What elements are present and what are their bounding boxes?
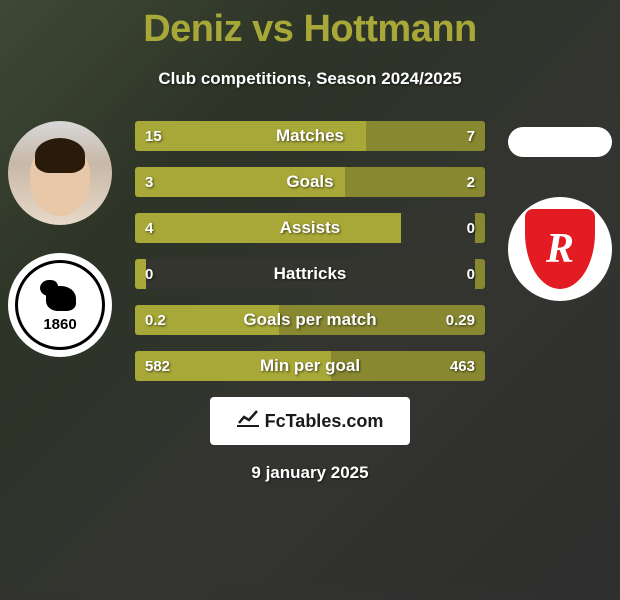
bar-right-value: 0 <box>467 213 475 243</box>
bar-label: Assists <box>135 213 485 243</box>
shield-icon: R <box>525 209 595 289</box>
bar-row: 582 Min per goal 463 <box>135 351 485 381</box>
subtitle: Club competitions, Season 2024/2025 <box>0 69 620 89</box>
bar-label: Hattricks <box>135 259 485 289</box>
bar-row: 0 Hattricks 0 <box>135 259 485 289</box>
footer-brand-text: FcTables.com <box>265 411 384 432</box>
bar-label: Goals per match <box>135 305 485 335</box>
bar-right-value: 0 <box>467 259 475 289</box>
bar-right-value: 7 <box>467 121 475 151</box>
club2-badge: R <box>525 209 595 289</box>
club2-logo: R <box>508 197 612 301</box>
content-area: 1860 R 15 Matches 7 3 Goals 2 <box>0 121 620 483</box>
player1-avatar <box>8 121 112 225</box>
bar-row: 0.2 Goals per match 0.29 <box>135 305 485 335</box>
bar-row: 3 Goals 2 <box>135 167 485 197</box>
bar-row: 15 Matches 7 <box>135 121 485 151</box>
footer-date: 9 january 2025 <box>0 463 620 483</box>
player2-avatar <box>508 127 612 157</box>
page-title: Deniz vs Hottmann <box>0 0 620 51</box>
club1-logo: 1860 <box>8 253 112 357</box>
comparison-bars: 15 Matches 7 3 Goals 2 4 Assists 0 0 Hat… <box>135 121 485 381</box>
bar-right-value: 2 <box>467 167 475 197</box>
bar-right-value: 0.29 <box>446 305 475 335</box>
bar-label: Goals <box>135 167 485 197</box>
bar-label: Min per goal <box>135 351 485 381</box>
player1-hair <box>35 138 85 173</box>
left-avatars: 1860 <box>8 121 112 357</box>
bar-right-value: 463 <box>450 351 475 381</box>
right-avatars: R <box>508 121 612 301</box>
bar-label: Matches <box>135 121 485 151</box>
club2-letter: R <box>546 225 574 273</box>
club1-year: 1860 <box>43 316 76 333</box>
bar-row: 4 Assists 0 <box>135 213 485 243</box>
lion-icon <box>38 278 83 318</box>
main-container: Deniz vs Hottmann Club competitions, Sea… <box>0 0 620 580</box>
player1-face <box>30 146 90 216</box>
chart-icon <box>237 409 259 433</box>
club1-badge: 1860 <box>15 260 105 350</box>
footer-brand-logo: FcTables.com <box>210 397 410 445</box>
